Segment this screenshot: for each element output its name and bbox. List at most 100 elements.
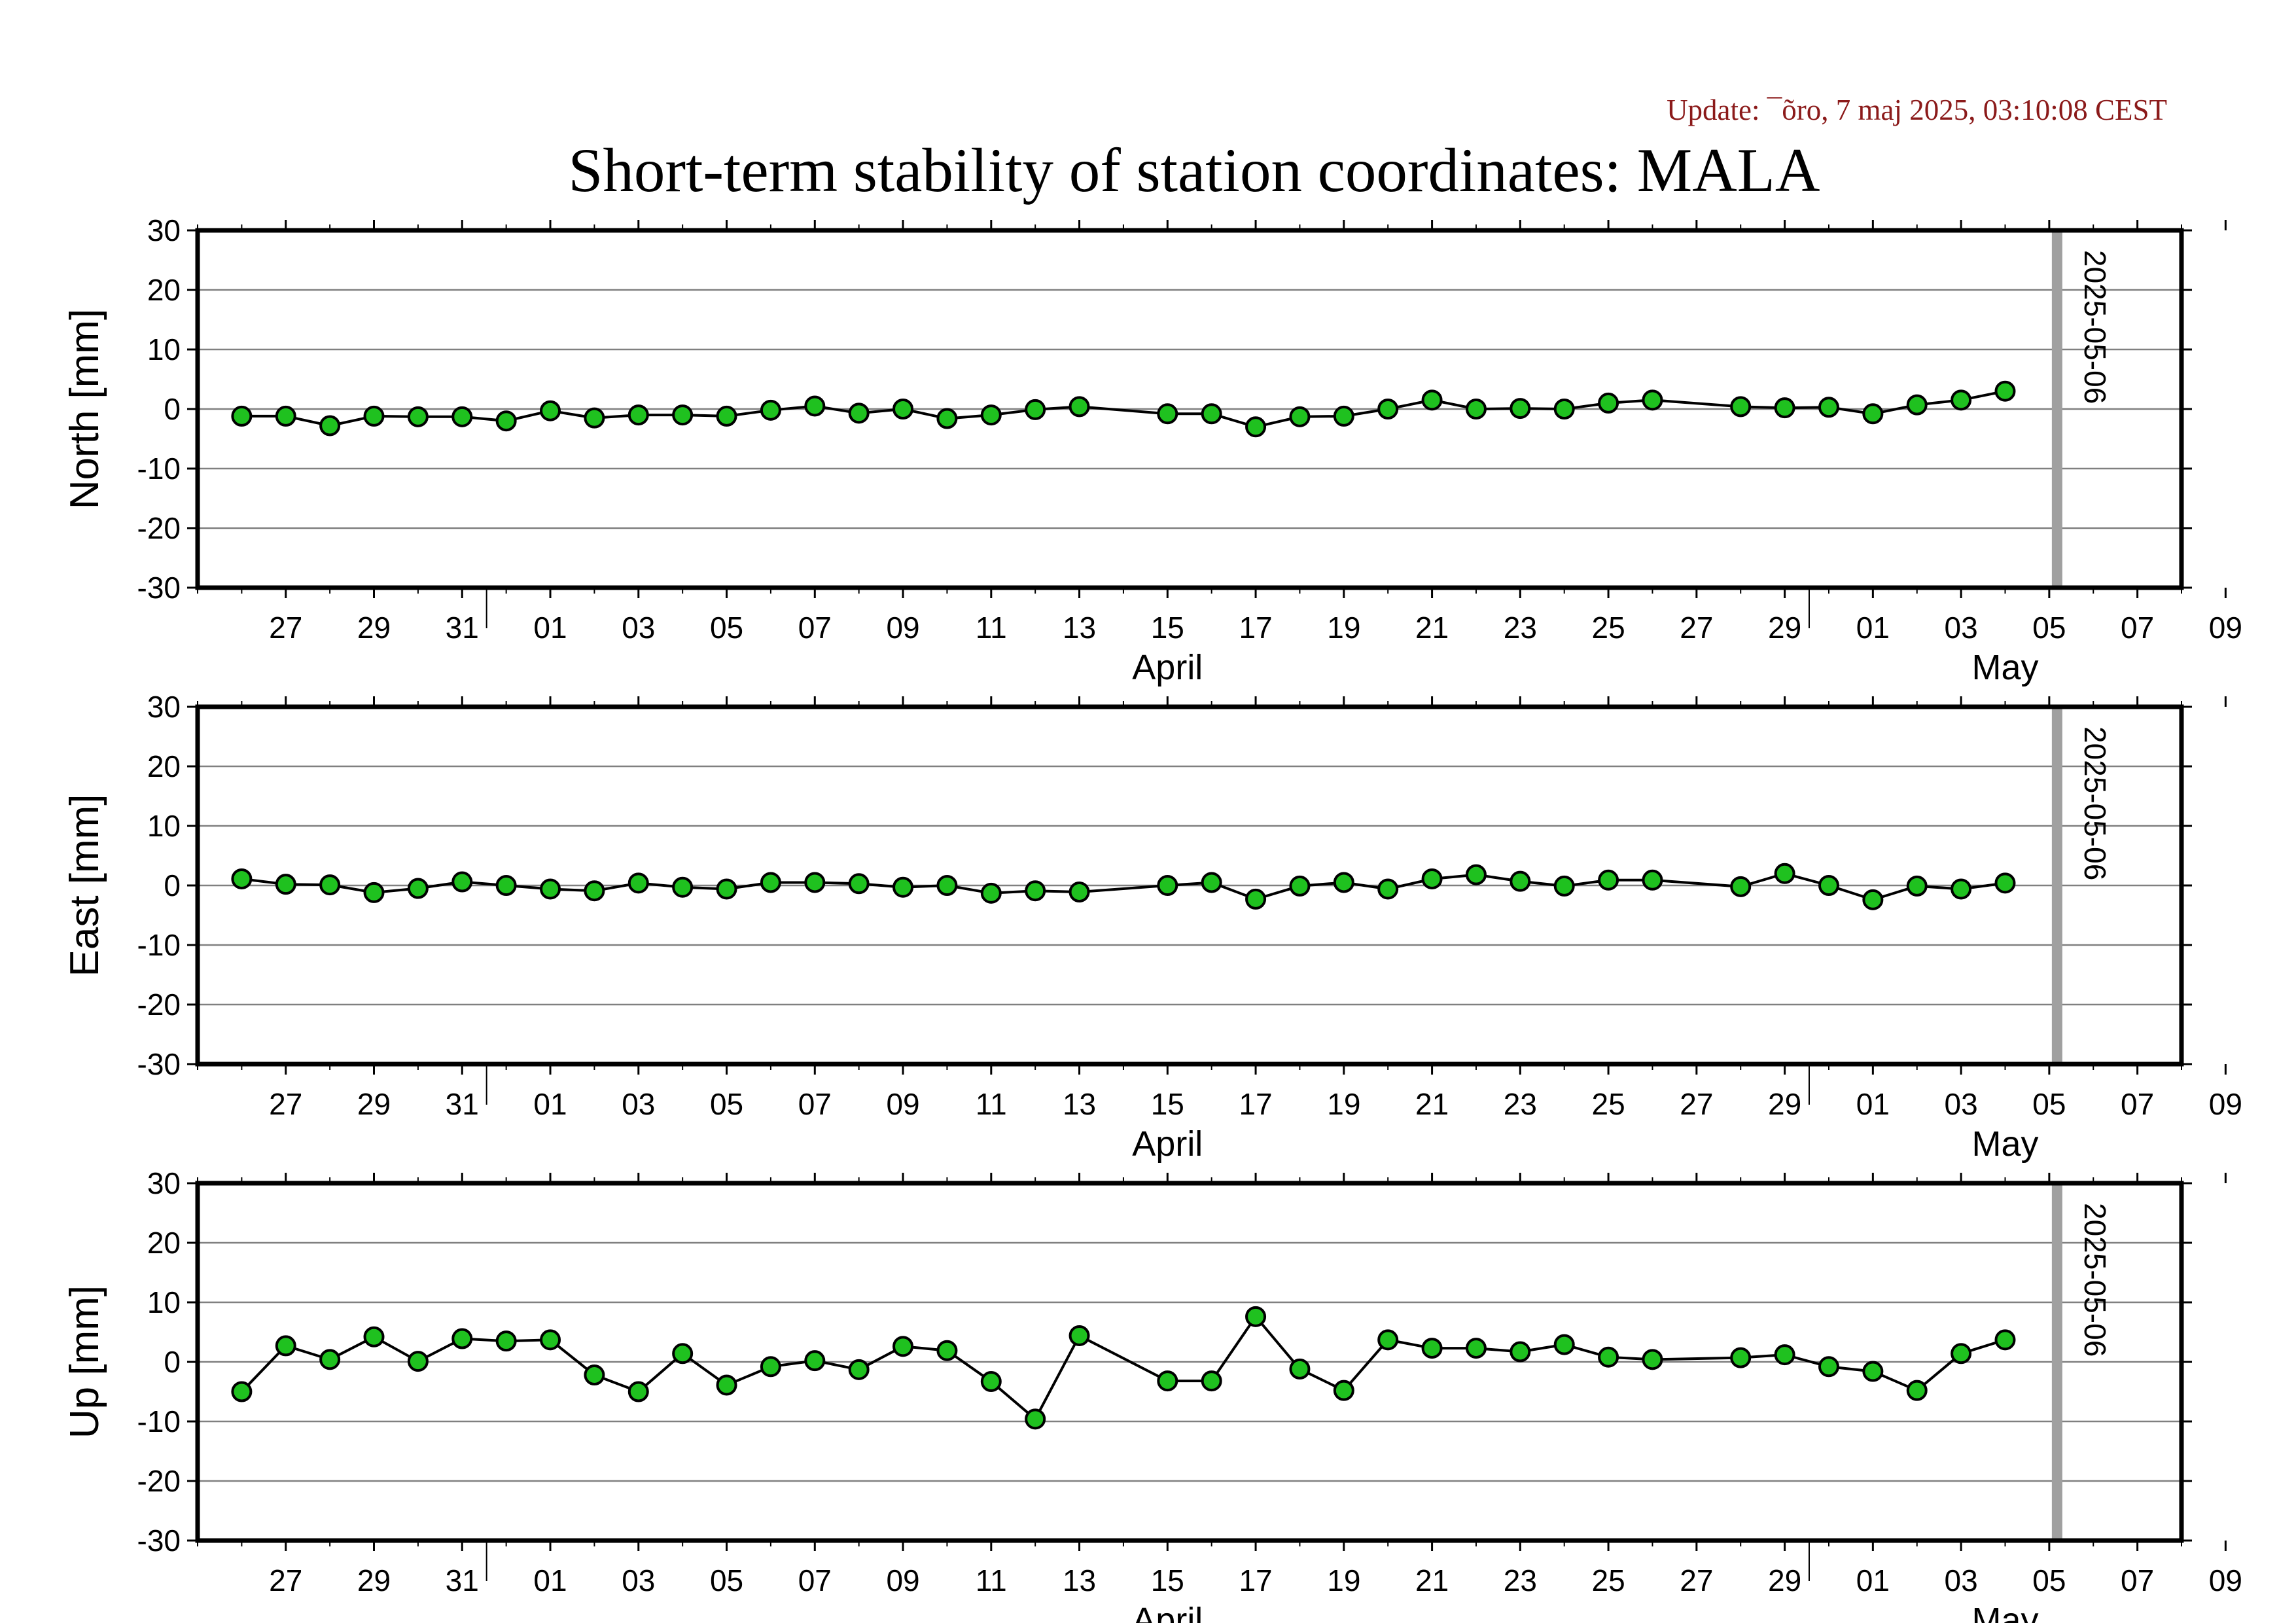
x-tick-label: 03: [622, 1563, 655, 1597]
data-point: [451, 871, 473, 893]
data-point: [1025, 880, 1046, 902]
data-point: [495, 875, 517, 896]
y-tick-label: 10: [147, 1285, 181, 1319]
x-tick-label: 27: [269, 1087, 302, 1121]
data-point: [1818, 1356, 1839, 1378]
data-point: [627, 872, 649, 894]
x-tick-label: 01: [533, 611, 567, 645]
month-label: May: [1971, 648, 2038, 687]
month-label: April: [1132, 1601, 1203, 1623]
data-point: [1157, 875, 1178, 896]
data-point: [672, 1343, 694, 1364]
data-point: [1421, 389, 1443, 411]
x-tick-label: 09: [2209, 1087, 2242, 1121]
data-point: [1421, 1338, 1443, 1359]
panel-1: 30 20 10 0 -10 -20 -30 North [mm] 27 29 31 01 03 05 07…: [62, 213, 2242, 687]
update-timestamp: Update: ¯õro, 7 maj 2025, 03:10:08 CEST: [1667, 94, 2167, 126]
panel-3: 30 20 10 0 -10 -20 -30 Up [mm] 27 29 31 01 03 05 07 09 1…: [62, 1166, 2242, 1623]
data-point: [980, 404, 1002, 426]
x-tick-label: 09: [886, 1087, 919, 1121]
data-point: [1553, 399, 1575, 419]
date-marker-label: 2025-05-06: [2078, 250, 2112, 404]
data-point: [760, 872, 781, 893]
data-point: [1377, 878, 1399, 900]
data-point: [1025, 1408, 1046, 1430]
chart-title: Short-term stability of station coordina…: [568, 135, 1820, 205]
data-point: [407, 406, 429, 427]
x-tick-label: 15: [1151, 611, 1184, 645]
data-point: [1553, 875, 1575, 897]
month-label: May: [1971, 1124, 2038, 1164]
x-tick-label: 29: [1768, 1563, 1801, 1597]
data-point: [1818, 875, 1839, 896]
data-point: [1465, 399, 1487, 419]
y-tick-label: 0: [164, 392, 181, 426]
data-point: [1862, 403, 1884, 425]
data-point: [936, 875, 958, 896]
x-tick-label: 27: [1680, 1563, 1713, 1597]
plot-frame: [195, 228, 2184, 590]
y-axis-label: East [mm]: [62, 794, 107, 976]
y-tick-label: 30: [147, 1166, 181, 1200]
y-tick-label: 0: [164, 1345, 181, 1379]
x-tick-label: 25: [1592, 1087, 1625, 1121]
month-label: May: [1971, 1601, 2038, 1623]
x-tick-label: 05: [710, 611, 743, 645]
data-point: [1730, 1347, 1752, 1368]
x-tick-label: 29: [1768, 611, 1801, 645]
data-point: [540, 400, 561, 421]
data-point: [319, 874, 341, 896]
y-tick-label: 20: [147, 749, 181, 783]
x-tick-label: 19: [1327, 1563, 1360, 1597]
x-tick-label: 11: [976, 1087, 1007, 1121]
x-tick-label: 25: [1592, 611, 1625, 645]
x-tick-label: 07: [798, 1087, 832, 1121]
y-tick-label: 10: [147, 809, 181, 843]
y-axis-label: North [mm]: [62, 309, 107, 510]
x-tick-label: 17: [1239, 1087, 1272, 1121]
x-tick-label: 13: [1063, 611, 1096, 645]
data-point: [1774, 397, 1795, 419]
plot-frame: [195, 704, 2184, 1067]
data-point: [936, 408, 958, 429]
x-tick-label: 03: [1945, 1563, 1978, 1597]
x-tick-label: 03: [622, 611, 655, 645]
y-tick-label: -10: [137, 928, 181, 962]
data-point: [980, 1371, 1002, 1393]
data-point: [1642, 389, 1663, 411]
plot-frame: [195, 1181, 2184, 1543]
data-point: [1510, 1341, 1531, 1363]
x-tick-label: 29: [1768, 1087, 1801, 1121]
x-tick-label: 01: [1856, 1087, 1890, 1121]
x-tick-label: 03: [1945, 1087, 1978, 1121]
y-tick-label: -20: [137, 1464, 181, 1498]
x-tick-label: 05: [2032, 611, 2066, 645]
data-point: [804, 872, 826, 893]
data-point: [627, 1381, 649, 1402]
data-point: [716, 1374, 737, 1396]
x-tick-label: 07: [798, 1563, 832, 1597]
data-point: [1906, 1380, 1928, 1401]
x-tick-label: 01: [1856, 1563, 1890, 1597]
month-label: April: [1132, 1124, 1203, 1164]
data-point: [760, 1356, 781, 1378]
data-point: [1465, 1338, 1487, 1359]
data-point: [275, 874, 296, 895]
x-tick-label: 09: [886, 1563, 919, 1597]
x-tick-label: 29: [357, 611, 391, 645]
data-point: [1994, 872, 2016, 894]
x-tick-label: 23: [1504, 1087, 1537, 1121]
x-tick-label: 23: [1504, 1563, 1537, 1597]
y-tick-label: -30: [137, 1047, 181, 1081]
date-marker-label: 2025-05-06: [2078, 1203, 2112, 1357]
x-tick-label: 09: [886, 611, 919, 645]
data-point: [1333, 405, 1354, 427]
x-tick-label: 15: [1151, 1087, 1184, 1121]
x-tick-label: 03: [1945, 611, 1978, 645]
data-point: [1598, 1346, 1619, 1368]
y-tick-label: 20: [147, 1226, 181, 1260]
data-point: [1289, 406, 1311, 427]
y-tick-label: -10: [137, 452, 181, 486]
data-point: [848, 873, 870, 895]
